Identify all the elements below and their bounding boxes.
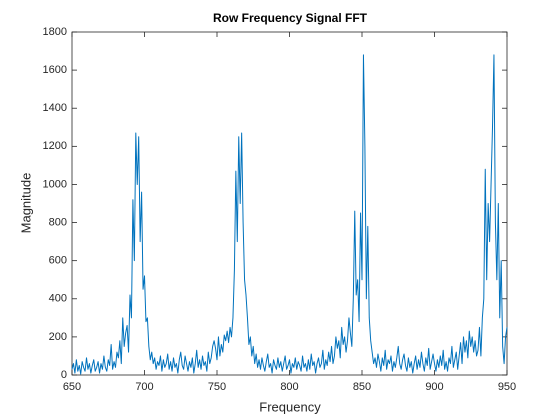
y-tick-label: 800: [49, 216, 67, 228]
x-tick-label: 650: [63, 381, 81, 393]
y-tick-label: 400: [49, 293, 67, 305]
x-tick-label: 950: [498, 381, 516, 393]
y-tick-label: 1600: [43, 64, 67, 76]
x-tick-label: 850: [353, 381, 371, 393]
y-tick-label: 1400: [43, 102, 67, 114]
y-tick-label: 600: [49, 255, 67, 267]
chart-title: Row Frequency Signal FFT: [213, 11, 368, 25]
y-axis-label: Magnitude: [18, 173, 33, 234]
x-tick-label: 800: [280, 381, 298, 393]
x-tick-label: 700: [135, 381, 153, 393]
y-tick-label: 200: [49, 331, 67, 343]
x-tick-label: 900: [425, 381, 443, 393]
x-axis-label: Frequency: [259, 399, 321, 414]
x-tick-label: 750: [208, 381, 226, 393]
y-tick-label: 1200: [43, 140, 67, 152]
y-tick-label: 1000: [43, 178, 67, 190]
y-tick-label: 1800: [43, 26, 67, 38]
y-tick-label: 0: [61, 369, 67, 381]
signal-line: [71, 54, 508, 375]
